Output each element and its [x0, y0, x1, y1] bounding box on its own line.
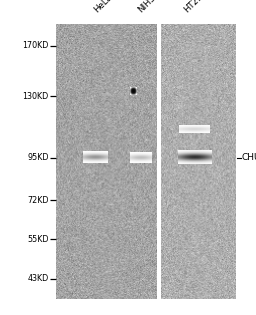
Text: NIH3T3: NIH3T3 — [136, 0, 165, 14]
Text: 72KD: 72KD — [27, 196, 49, 204]
Text: CHUK: CHUK — [242, 153, 256, 162]
Text: 55KD: 55KD — [27, 235, 49, 244]
Text: 95KD: 95KD — [27, 153, 49, 162]
Text: 130KD: 130KD — [22, 92, 49, 100]
Text: HT29: HT29 — [182, 0, 204, 14]
Text: 170KD: 170KD — [22, 41, 49, 50]
Text: 43KD: 43KD — [27, 274, 49, 283]
Text: HeLa: HeLa — [92, 0, 114, 14]
